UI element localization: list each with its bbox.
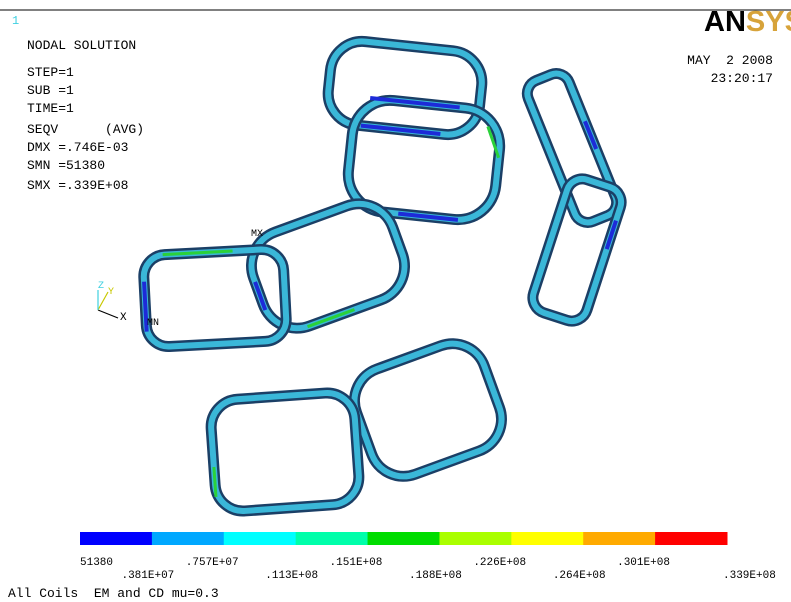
- contour-legend: 51380 .757E+07 .151E+08 .226E+08 .301E+08 .38…: [80, 532, 776, 582]
- coil: [241, 194, 414, 339]
- legend-band: [296, 532, 368, 545]
- legend-label: .151E+08: [330, 557, 383, 569]
- legend-label: .113E+08: [265, 570, 318, 582]
- logo: ANSYS: [704, 6, 791, 38]
- info-line: DMX =.746E-03: [27, 140, 128, 155]
- info-line: SEQV (AVG): [27, 122, 144, 137]
- legend-band: [583, 532, 655, 545]
- legend-band: [368, 532, 440, 545]
- legend-band: [80, 532, 152, 545]
- legend-label: 51380: [80, 557, 113, 569]
- coil: [209, 391, 360, 513]
- legend-band: [439, 532, 511, 545]
- legend-label: .226E+08: [473, 557, 526, 569]
- legend-band: [224, 532, 296, 545]
- coil: [523, 69, 621, 226]
- info-line: SUB =1: [27, 83, 74, 98]
- legend-label: .339E+08: [723, 570, 776, 582]
- legend-label: .381E+07: [121, 570, 174, 582]
- triad: X Y Z: [98, 281, 127, 324]
- footer: All Coils EM and CD mu=0.3: [8, 586, 219, 601]
- legend-label: .188E+08: [409, 570, 462, 582]
- legend-band: [152, 532, 224, 545]
- time: 23:20:17: [711, 71, 773, 86]
- triad-z: Z: [98, 281, 104, 292]
- triad-x: X: [120, 312, 127, 324]
- coil: [345, 334, 511, 486]
- coil: [325, 38, 485, 137]
- ansys-window: 1 ANSYS NODAL SOLUTION STEP=1 SUB =1 TIM…: [0, 0, 791, 602]
- legend-label: .301E+08: [617, 557, 670, 569]
- min-marker: MN: [147, 318, 159, 329]
- window-number: 1: [12, 14, 19, 28]
- header-title: NODAL SOLUTION: [27, 38, 136, 53]
- info-line: SMN =51380: [27, 158, 105, 173]
- date: MAY 2 2008: [687, 53, 773, 68]
- legend-label: .757E+07: [186, 557, 239, 569]
- legend-label: .264E+08: [553, 570, 606, 582]
- legend-band: [655, 532, 727, 545]
- info-block: NODAL SOLUTION STEP=1 SUB =1 TIME=1 SEQV…: [27, 38, 144, 193]
- info-line: SMX =.339E+08: [27, 178, 128, 193]
- info-line: STEP=1: [27, 65, 74, 80]
- max-marker: MX: [251, 229, 263, 240]
- coils: [143, 38, 626, 513]
- info-line: TIME=1: [27, 101, 74, 116]
- legend-band: [511, 532, 583, 545]
- triad-y: Y: [108, 287, 114, 298]
